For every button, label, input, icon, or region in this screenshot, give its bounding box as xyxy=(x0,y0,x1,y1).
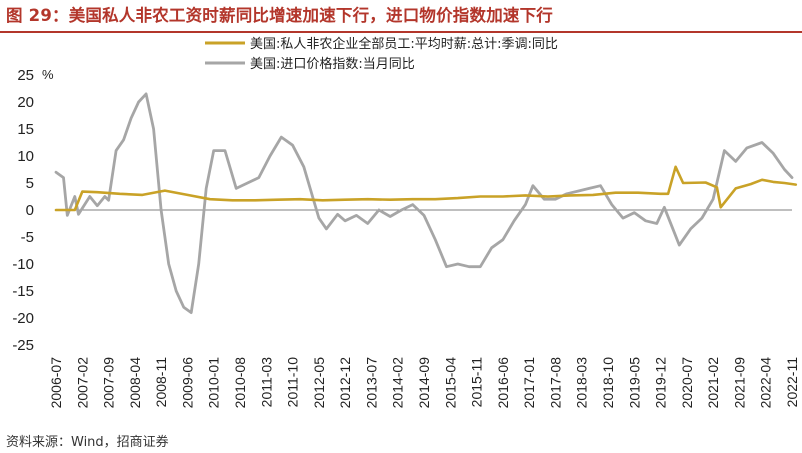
x-tick-label: 2011-10 xyxy=(285,357,301,408)
legend-label-import: 美国:进口价格指数:当月同比 xyxy=(250,56,415,72)
y-tick-label: 10 xyxy=(17,148,34,165)
title-divider xyxy=(0,31,802,33)
x-tick-label: 2022-04 xyxy=(758,357,774,409)
x-tick-label: 2007-09 xyxy=(101,357,117,409)
x-tick-label: 2015-11 xyxy=(469,357,485,408)
x-tick-label: 2019-12 xyxy=(653,357,669,409)
x-tick-label: 2018-03 xyxy=(574,357,590,409)
chart-legend: 美国:私人非农企业全部员工:平均时薪:总计:季调:同比 美国:进口价格指数:当月… xyxy=(205,36,558,72)
x-tick-label: 2019-05 xyxy=(626,357,642,409)
y-tick-label: 25 xyxy=(17,67,34,84)
y-tick-label: 15 xyxy=(17,121,34,138)
x-tick-label: 2014-02 xyxy=(390,357,406,409)
x-tick-label: 2010-08 xyxy=(232,357,248,409)
y-tick-label: 0 xyxy=(26,202,34,219)
x-tick-label: 2010-01 xyxy=(206,357,222,409)
x-tick-label: 2022-11 xyxy=(784,357,800,408)
y-tick-label: -10 xyxy=(12,256,34,273)
x-tick-label: 2008-04 xyxy=(127,357,143,409)
x-tick-label: 2006-07 xyxy=(48,357,64,409)
x-tick-label: 2017-01 xyxy=(521,357,537,409)
series-line-wage xyxy=(54,165,798,212)
y-tick-label: 20 xyxy=(17,94,34,111)
x-tick-label: 2018-10 xyxy=(600,357,616,409)
y-tick-label: -5 xyxy=(21,229,34,246)
x-tick-label: 2017-08 xyxy=(547,357,563,409)
line-chart: 美国:私人非农企业全部员工:平均时薪:总计:季调:同比 美国:进口价格指数:当月… xyxy=(12,36,800,409)
y-axis-unit: % xyxy=(42,67,54,82)
plot-area xyxy=(54,92,798,314)
chart-title: 图 29：美国私人非农工资时薪同比增速加速下行，进口物价指数加速下行 xyxy=(6,6,554,25)
y-axis: 25 20 15 10 5 0 -5 -10 -15 -20 -25 xyxy=(12,67,34,354)
x-tick-label: 2007-02 xyxy=(74,357,90,409)
x-tick-label: 2015-04 xyxy=(442,357,458,409)
x-tick-label: 2021-02 xyxy=(705,357,721,409)
x-tick-label: 2008-11 xyxy=(153,357,169,408)
y-tick-label: -20 xyxy=(12,310,34,327)
x-tick-label: 2014-09 xyxy=(416,357,432,409)
y-tick-label: -15 xyxy=(12,283,34,300)
x-tick-label: 2020-07 xyxy=(679,357,695,409)
x-tick-label: 2016-06 xyxy=(495,357,511,409)
x-tick-label: 2013-07 xyxy=(363,357,379,409)
y-tick-label: -25 xyxy=(12,337,34,354)
x-tick-label: 2012-05 xyxy=(311,357,327,409)
x-tick-label: 2021-09 xyxy=(731,357,747,409)
x-tick-label: 2012-12 xyxy=(337,357,353,409)
y-tick-label: 5 xyxy=(26,175,34,192)
source-note: 资料来源：Wind，招商证券 xyxy=(6,435,169,450)
x-axis: 2006-07 2007-02 2007-09 2008-04 2008-11 2009-… xyxy=(48,357,800,409)
legend-label-wage: 美国:私人非农企业全部员工:平均时薪:总计:季调:同比 xyxy=(250,36,558,52)
x-tick-label: 2011-03 xyxy=(258,357,274,408)
series-line-import xyxy=(54,92,794,314)
x-tick-label: 2009-06 xyxy=(179,357,195,409)
